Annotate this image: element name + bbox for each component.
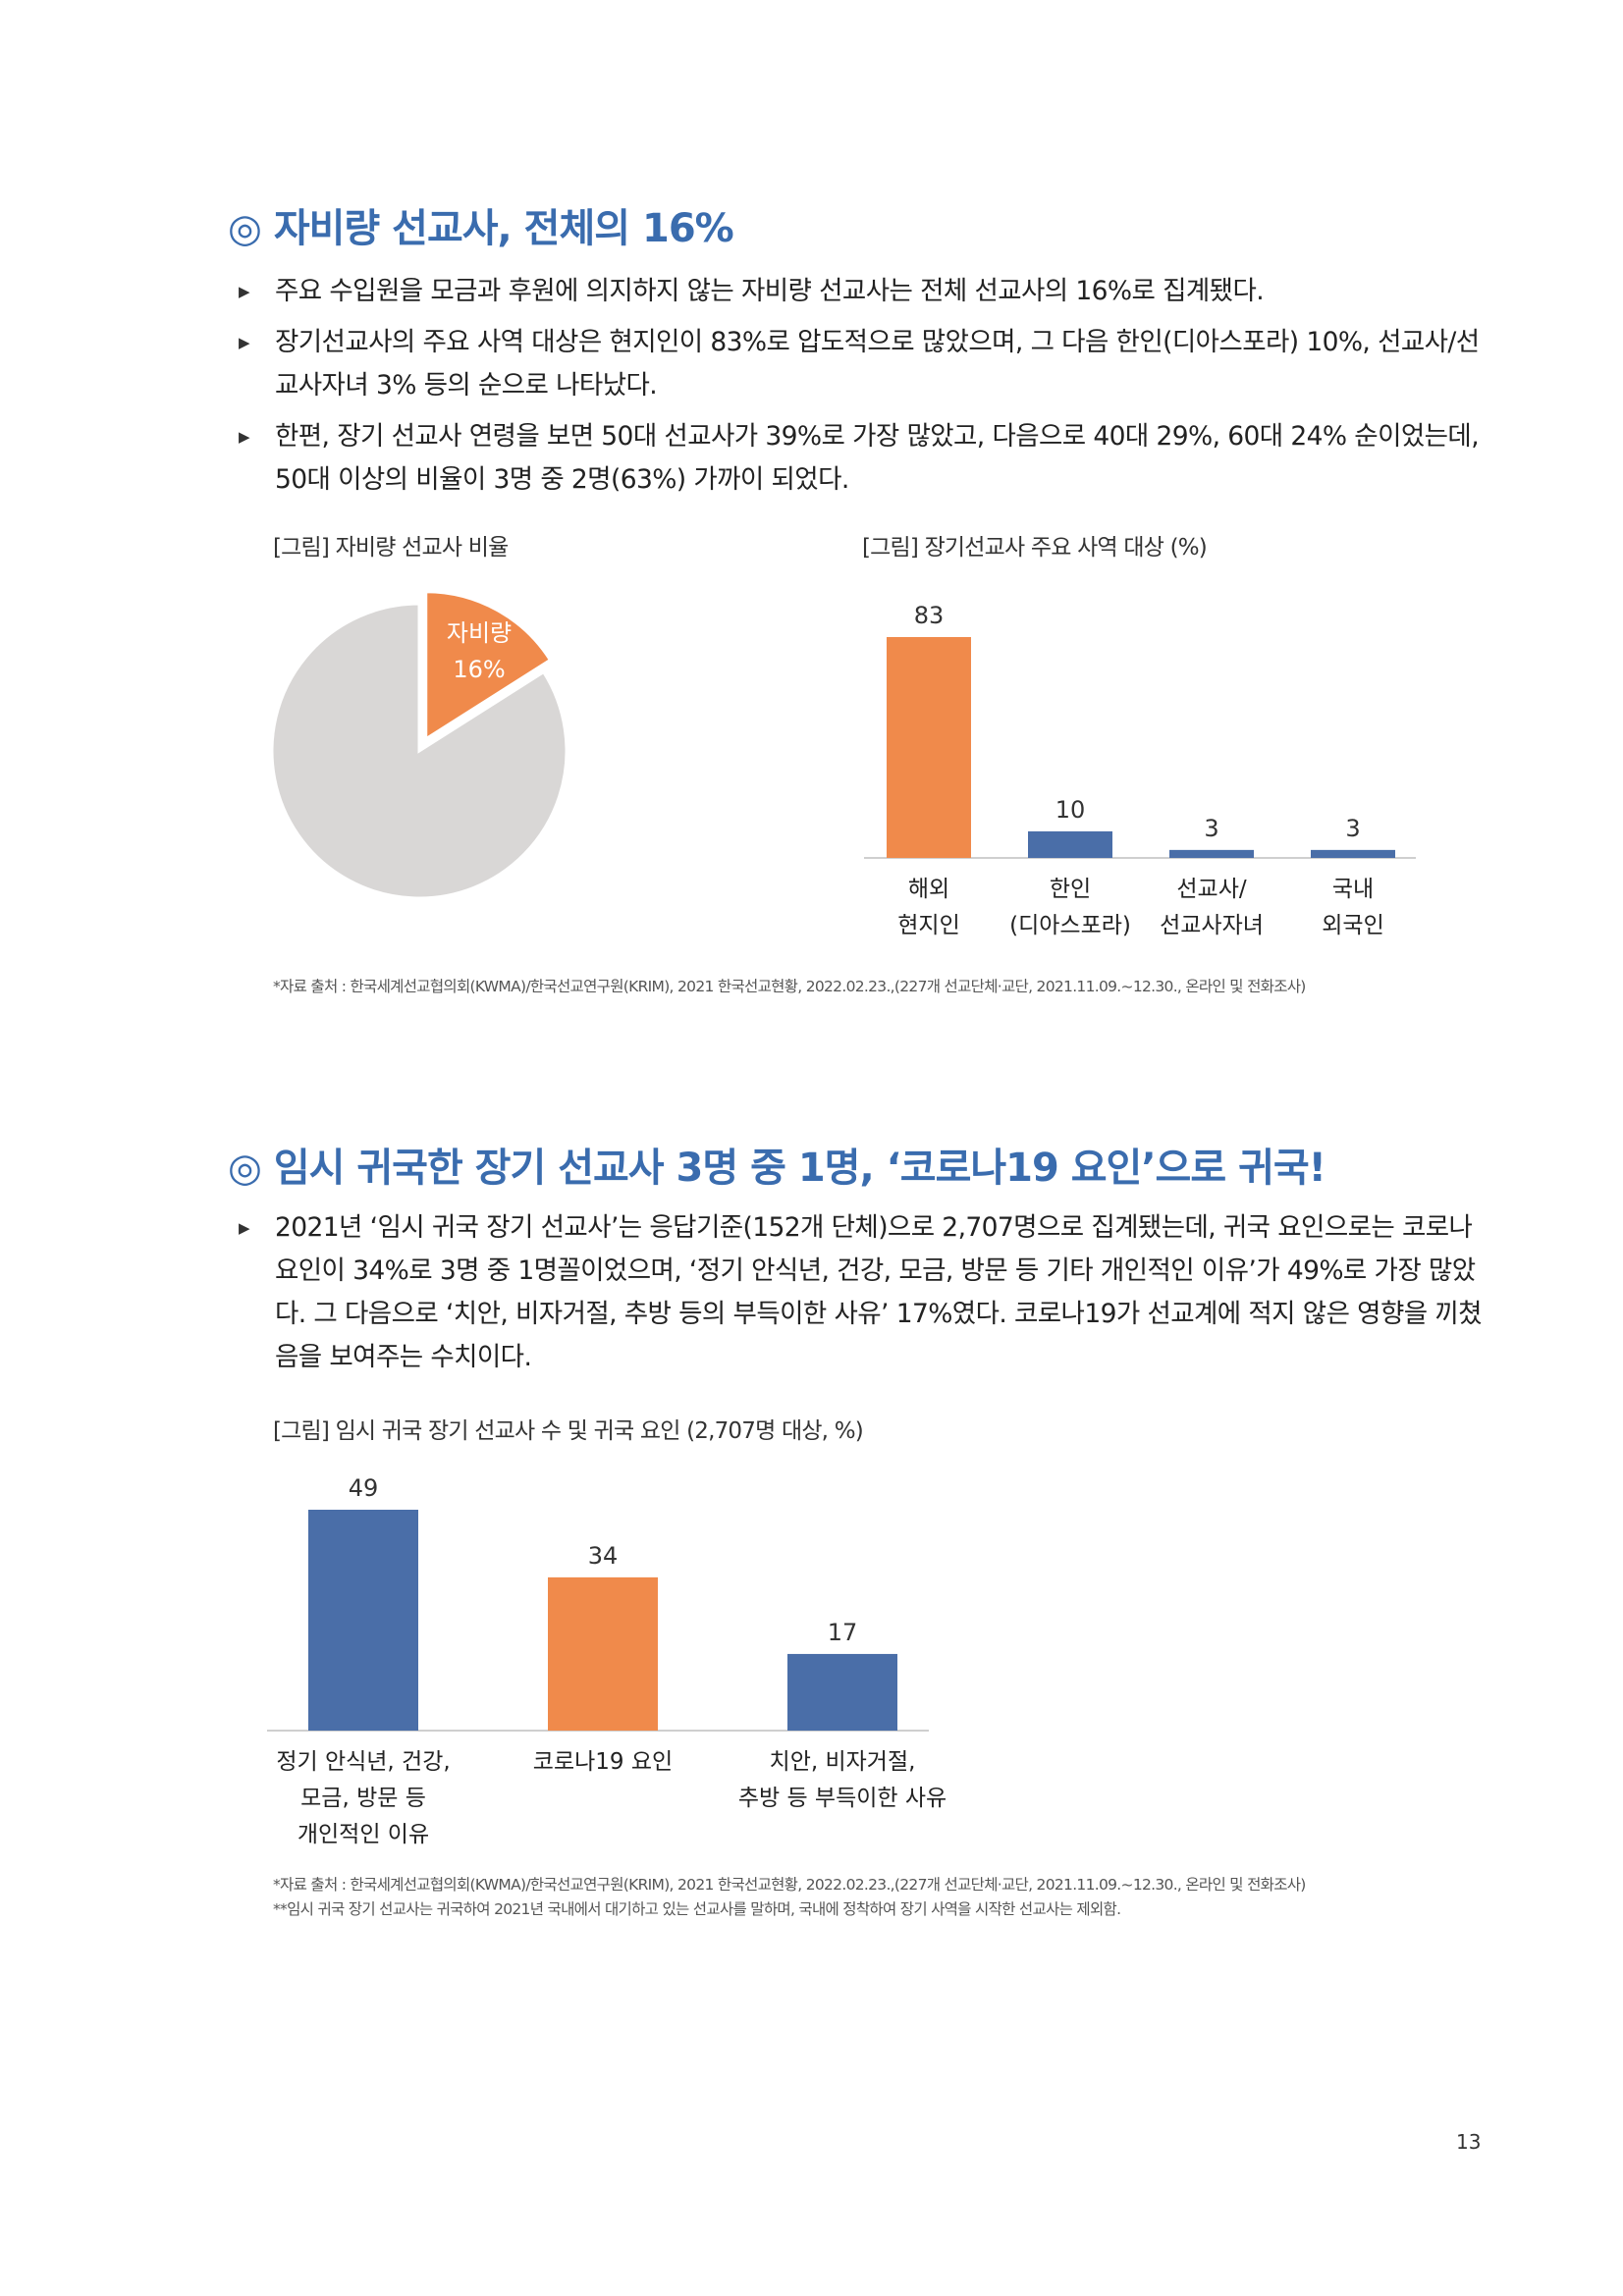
bar-chart-caption: [그림] 임시 귀국 장기 선교사 수 및 귀국 요인 (2,707명 대상, … xyxy=(273,1418,864,1444)
category-label: 국내 xyxy=(1332,877,1374,902)
bar-value-label: 49 xyxy=(349,1474,379,1502)
category-label: 현지인 xyxy=(897,913,959,938)
bar-value-label: 3 xyxy=(1345,815,1360,842)
bullet-text: 한편, 장기 선교사 연령을 보면 50대 선교사가 39%로 가장 많았고, … xyxy=(275,421,1480,495)
category-label: 코로나19 요인 xyxy=(533,1749,673,1775)
bar xyxy=(308,1510,418,1731)
category-label: 외국인 xyxy=(1322,913,1383,938)
bullet-item: ▶ 2021년 ‘임시 귀국 장기 선교사’는 응답기준(152개 단체)으로 2… xyxy=(239,1206,1495,1379)
bar-value-label: 10 xyxy=(1055,796,1086,824)
bar-value-label: 34 xyxy=(588,1542,619,1570)
triangle-bullet-icon: ▶ xyxy=(239,283,250,300)
source-footnote: **임시 귀국 장기 선교사는 귀국하여 2021년 국내에서 대기하고 있는 … xyxy=(273,1900,1121,1918)
bullet-item: ▶ 장기선교사의 주요 사역 대상은 현지인이 83%로 압도적으로 많았으며, … xyxy=(239,321,1495,407)
pie-label-name: 자비량 xyxy=(447,619,512,647)
category-label: 정기 안식년, 건강, xyxy=(276,1749,450,1775)
pie-slice xyxy=(424,590,553,742)
category-label: 선교사자녀 xyxy=(1160,913,1264,938)
page-number: 13 xyxy=(1456,2130,1482,2154)
source-note: *자료 출처 : 한국세계선교협의회(KWMA)/한국선교연구원(KRIM), … xyxy=(273,1876,1306,1894)
category-label: (디아스포라) xyxy=(1009,913,1131,938)
bar xyxy=(1028,830,1112,858)
bullet-item: ▶ 주요 수입원을 모금과 후원에 의지하지 않는 자비량 선교사는 전체 선교사… xyxy=(239,270,1495,313)
category-label: 모금, 방문 등 xyxy=(300,1786,426,1811)
pie-chart-caption: [그림] 자비량 선교사 비율 xyxy=(273,535,509,561)
bullet-text: 장기선교사의 주요 사역 대상은 현지인이 83%로 압도적으로 많았으며, 그… xyxy=(275,327,1480,400)
bar xyxy=(887,637,971,858)
pie-label-value: 16% xyxy=(453,656,505,683)
category-label: 치안, 비자거절, xyxy=(770,1749,916,1775)
bullet-item: ▶ 한편, 장기 선교사 연령을 보면 50대 선교사가 39%로 가장 많았고,… xyxy=(239,415,1495,502)
section-title: ◎ 자비량 선교사, 전체의 16% xyxy=(228,206,734,251)
triangle-bullet-icon: ▶ xyxy=(239,1219,250,1237)
bar-value-label: 83 xyxy=(914,602,945,629)
bar-value-label: 3 xyxy=(1204,815,1218,842)
pie-slice xyxy=(270,602,568,900)
triangle-bullet-icon: ▶ xyxy=(239,334,250,351)
bar-chart-caption: [그림] 장기선교사 주요 사역 대상 (%) xyxy=(862,535,1208,561)
bar xyxy=(1169,849,1254,858)
category-label: 추방 등 부득이한 사유 xyxy=(738,1786,947,1811)
bar-value-label: 17 xyxy=(828,1619,858,1646)
category-label: 한인 xyxy=(1050,877,1091,902)
triangle-bullet-icon: ▶ xyxy=(239,428,250,446)
bullet-list: ▶ 주요 수입원을 모금과 후원에 의지하지 않는 자비량 선교사는 전체 선교사… xyxy=(239,270,1495,509)
category-label: 선교사/ xyxy=(1176,877,1246,902)
category-label: 해외 xyxy=(908,877,949,902)
bar xyxy=(548,1576,658,1731)
bar xyxy=(1311,849,1395,858)
bullet-text: 2021년 ‘임시 귀국 장기 선교사’는 응답기준(152개 단체)으로 2,… xyxy=(275,1212,1483,1372)
section-title: ◎ 임시 귀국한 장기 선교사 3명 중 1명, ‘코로나19 요인’으로 귀국… xyxy=(228,1146,1326,1191)
bullet-text: 주요 수입원을 모금과 후원에 의지하지 않는 자비량 선교사는 전체 선교사의… xyxy=(275,276,1265,306)
bar xyxy=(787,1653,897,1731)
source-note: *자료 출처 : 한국세계선교협의회(KWMA)/한국선교연구원(KRIM), … xyxy=(273,978,1306,995)
bullet-list: ▶ 2021년 ‘임시 귀국 장기 선교사’는 응답기준(152개 단체)으로 2… xyxy=(239,1206,1495,1387)
category-label: 개인적인 이유 xyxy=(298,1822,429,1847)
